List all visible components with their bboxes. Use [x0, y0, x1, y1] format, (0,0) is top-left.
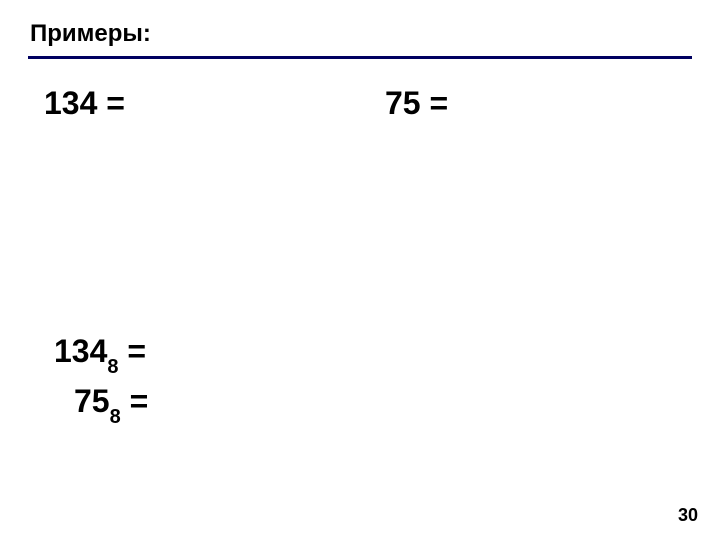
- example-2-number: 75: [385, 85, 421, 121]
- example-4: 758 =: [74, 383, 148, 425]
- example-3-number: 134: [54, 333, 107, 369]
- example-2: 75 =: [385, 85, 448, 122]
- example-4-equals: =: [121, 383, 149, 419]
- example-3-equals: =: [119, 333, 147, 369]
- example-3-subscript: 8: [107, 356, 118, 378]
- example-1-equals: =: [97, 85, 125, 121]
- heading-title: Примеры:: [30, 20, 690, 48]
- example-1-number: 134: [44, 85, 97, 121]
- example-3: 1348 =: [54, 333, 146, 375]
- header-underline: [28, 56, 692, 59]
- header: Примеры:: [0, 0, 720, 56]
- example-4-subscript: 8: [110, 406, 121, 428]
- page-number: 30: [678, 505, 698, 526]
- example-2-equals: =: [421, 85, 449, 121]
- example-4-number: 75: [74, 383, 110, 419]
- example-1: 134 =: [44, 85, 125, 122]
